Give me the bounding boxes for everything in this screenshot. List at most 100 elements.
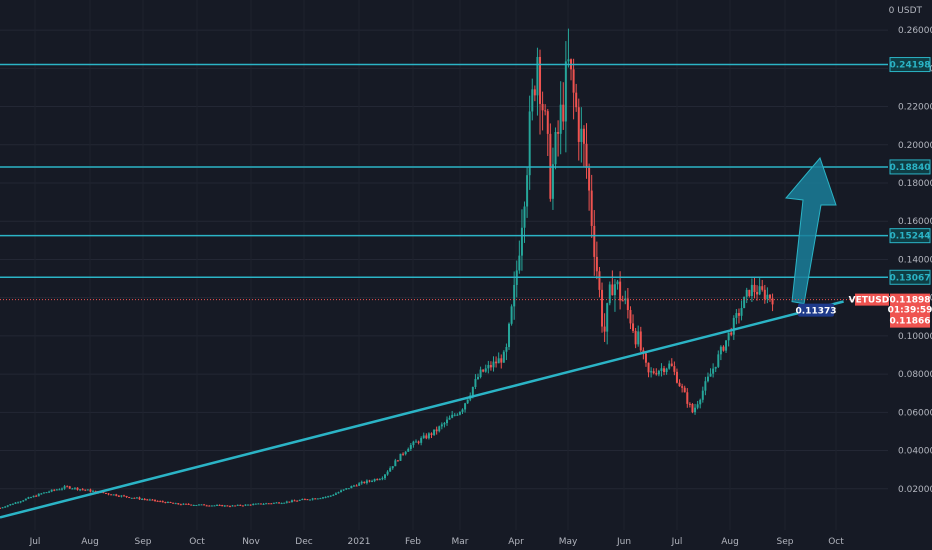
candle-body <box>290 500 293 502</box>
candle-body <box>748 289 751 296</box>
candle-body <box>691 404 694 413</box>
level-price-tag <box>889 57 931 73</box>
candle-body <box>249 504 252 506</box>
candle-body <box>278 502 281 504</box>
candle-body <box>567 59 570 62</box>
candle-body <box>714 366 717 369</box>
candle-body <box>657 370 660 375</box>
x-tick-label: Nov <box>242 537 260 547</box>
candle-body <box>489 365 492 368</box>
candle-body <box>448 417 451 420</box>
candle-body <box>316 498 319 500</box>
candle-body <box>270 503 273 505</box>
candle-body <box>104 492 107 494</box>
candle-body <box>477 377 480 380</box>
candle-body <box>425 435 428 439</box>
x-tick-label: Dec <box>295 537 312 547</box>
candle-body <box>128 497 131 499</box>
candle-body <box>396 460 399 462</box>
candle-body <box>445 419 448 424</box>
candle-body <box>557 131 560 134</box>
level-price-tag <box>889 228 931 244</box>
candle-body <box>329 495 332 497</box>
candle-body <box>464 403 467 410</box>
candle-body <box>701 390 704 400</box>
candle-body <box>531 89 534 112</box>
candle-body <box>1 507 4 509</box>
candle-body <box>611 284 614 296</box>
candle-body <box>727 332 730 341</box>
candle-body <box>665 368 668 373</box>
candle-body <box>670 363 673 367</box>
x-tick-label: Apr <box>508 537 524 547</box>
candle-body <box>154 499 157 501</box>
candle-body <box>112 494 115 496</box>
candle-body <box>164 502 167 504</box>
candle-body <box>601 289 604 327</box>
y-tick-label: 0.26000 <box>898 26 932 36</box>
candle-body <box>6 505 9 507</box>
level-price-label: 0.15244 <box>890 232 931 242</box>
candle-body <box>288 501 291 503</box>
candle-body <box>4 506 7 508</box>
candle-body <box>575 92 578 108</box>
candle-body <box>603 326 606 332</box>
x-tick-label: Aug <box>721 537 739 547</box>
candle-body <box>639 331 642 351</box>
level-price-tag <box>889 159 931 175</box>
candle-body <box>156 500 159 502</box>
trendline[interactable] <box>0 300 844 519</box>
candle-body <box>311 498 314 500</box>
candle-body <box>502 351 505 363</box>
last-price-label: 0.11898 <box>890 296 931 306</box>
candle-body <box>172 502 175 504</box>
candle-body <box>668 363 671 369</box>
candle-body <box>719 346 722 355</box>
candle-body <box>681 386 684 388</box>
candle-body <box>159 501 162 503</box>
candle-body <box>683 387 686 393</box>
y-tick-label: 0.20000 <box>898 141 932 151</box>
candle-body <box>293 500 296 502</box>
candle-body <box>743 296 746 309</box>
candle-body <box>332 494 335 496</box>
candle-body <box>48 491 51 493</box>
candle-body <box>223 505 226 507</box>
projection-arrow[interactable] <box>785 157 837 305</box>
candle-body <box>138 497 141 500</box>
candle-body <box>197 504 200 506</box>
candle-body <box>40 493 43 495</box>
candle-body <box>259 503 262 505</box>
candle-body <box>771 298 774 305</box>
candle-body <box>536 56 539 96</box>
candle-body <box>221 505 224 507</box>
candle-body <box>210 505 213 507</box>
candle-body <box>296 500 299 502</box>
candle-body <box>606 303 609 332</box>
candle-body <box>513 284 516 307</box>
candle-body <box>740 308 743 316</box>
candle-body <box>766 294 769 300</box>
candle-body <box>644 353 647 363</box>
candle-body <box>717 354 720 367</box>
candle-body <box>337 492 340 494</box>
candle-body <box>652 371 655 374</box>
candle-body <box>241 505 244 507</box>
candle-body <box>17 502 20 504</box>
candle-body <box>285 501 288 503</box>
candle-body <box>593 225 596 257</box>
candle-body <box>169 501 172 503</box>
candle-body <box>495 361 498 364</box>
candle-body <box>580 128 583 142</box>
candle-body <box>523 206 526 228</box>
candle-body <box>737 313 740 316</box>
low-price-label: 0.11866 <box>890 317 931 327</box>
candle-body <box>500 358 503 363</box>
candle-body <box>474 379 477 387</box>
candle-body <box>350 486 353 489</box>
candle-body <box>14 502 17 504</box>
candle-body <box>554 131 557 165</box>
candle-body <box>120 495 123 497</box>
candle-body <box>427 433 430 439</box>
